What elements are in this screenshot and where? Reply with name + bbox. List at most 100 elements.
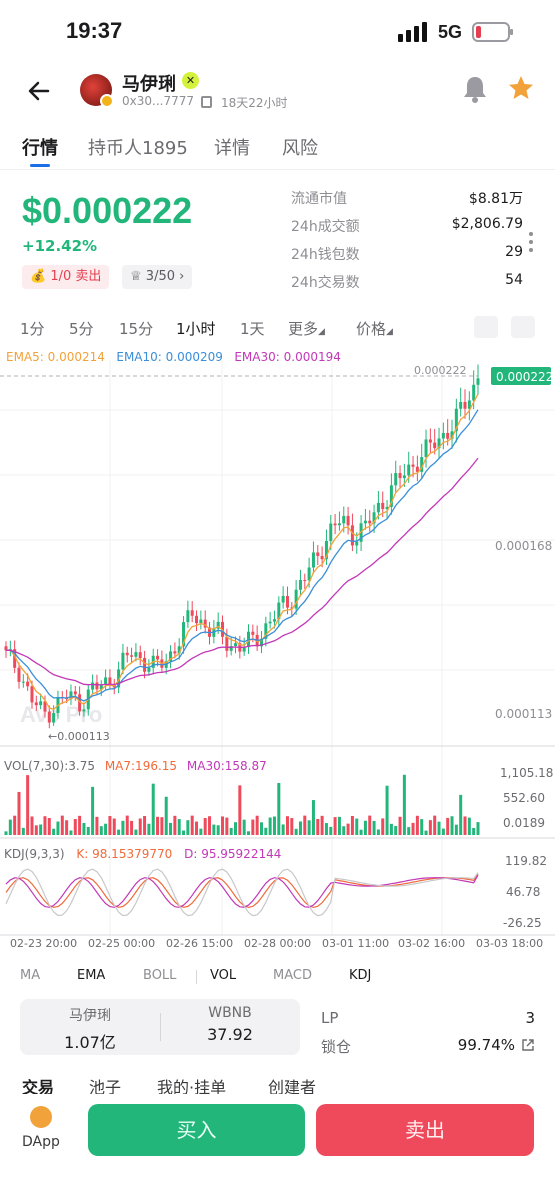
bell-icon[interactable] [461, 74, 489, 104]
candle-body [117, 669, 121, 688]
tab-details[interactable]: 详情 [214, 138, 250, 159]
candle-body [472, 384, 476, 401]
volume-bar [164, 796, 168, 835]
more-options-icon[interactable] [529, 232, 535, 256]
favorite-star-icon[interactable] [507, 74, 535, 102]
ema5-line [5, 393, 479, 711]
interval-1m[interactable]: 1分 [20, 320, 45, 338]
pool-token-amount: 1.07亿 [64, 1033, 116, 1052]
indicator-boll[interactable]: BOLL [143, 968, 177, 983]
status-bar: 19:37 5G [0, 0, 555, 64]
candle-body [398, 473, 402, 479]
candle-body [130, 655, 134, 657]
sell-button[interactable]: 卖出 [316, 1104, 534, 1156]
verified-badge-icon: ✕ [182, 72, 199, 89]
dapp-label[interactable]: DApp [22, 1134, 60, 1150]
candle-body [251, 631, 255, 635]
candle-body [294, 589, 298, 609]
tab-market[interactable]: 行情 [22, 138, 58, 159]
candle-body [108, 677, 112, 685]
candle-body [268, 621, 272, 624]
candle-body [277, 602, 281, 620]
tab-risk[interactable]: 风险 [282, 138, 318, 159]
volume-bar [450, 816, 454, 835]
volume-bar [229, 827, 233, 835]
candle-body [346, 515, 350, 526]
indicator-ema[interactable]: EMA [77, 968, 106, 983]
volume-bar [350, 815, 354, 835]
candle-body [376, 502, 380, 513]
interval-15m[interactable]: 15分 [119, 320, 154, 338]
candle-body [138, 652, 142, 659]
candle-body [476, 378, 480, 385]
contract-address[interactable]: 0x30...7777 [122, 94, 194, 108]
pool-token-b: WBNB 37.92 [160, 1005, 300, 1044]
volume-bar [108, 815, 112, 835]
ema10-line [5, 409, 479, 702]
buy-button[interactable]: 买入 [88, 1104, 305, 1156]
indicator-vol[interactable]: VOL [210, 968, 237, 983]
volume-bar [441, 828, 445, 835]
indicator-kdj[interactable]: KDJ [349, 968, 372, 983]
back-arrow-icon[interactable] [24, 76, 54, 106]
x-label: 02-25 00:00 [88, 937, 155, 950]
volume-bar [225, 817, 229, 835]
subtab-my-orders[interactable]: 我的·挂单 [157, 1078, 227, 1094]
crown-rank-pill[interactable]: ♕ 3/50 › [122, 265, 193, 289]
indicator-macd[interactable]: MACD [273, 968, 312, 983]
volume-bar [437, 821, 441, 835]
price-mode-select[interactable]: 价格◢ [356, 318, 393, 339]
candle-body [307, 567, 311, 581]
volume-bar [56, 821, 60, 835]
moneybag-icon: 💰 [30, 269, 51, 284]
candle-body [337, 523, 341, 526]
volume-bar [112, 818, 116, 835]
ema10-value: EMA10: 0.000209 [116, 350, 223, 364]
lp-label: LP [321, 1009, 339, 1027]
interval-5m[interactable]: 5分 [69, 320, 94, 338]
volume-bar [34, 825, 38, 835]
subtab-trades[interactable]: 交易 [22, 1078, 55, 1094]
volume-bar [169, 822, 173, 835]
volume-bar [290, 818, 294, 835]
candle-body [26, 681, 30, 687]
candle-body [394, 473, 398, 486]
volume-bar [363, 820, 367, 835]
price-tag-box [491, 367, 551, 385]
chart-settings-icon[interactable] [511, 316, 535, 338]
volume-bar [398, 816, 402, 835]
liquidity-pool-card: 马伊琍 1.07亿 WBNB 37.92 [20, 999, 300, 1055]
candle-body [272, 619, 276, 622]
external-link-icon[interactable] [521, 1038, 535, 1052]
subtab-pools[interactable]: 池子 [89, 1078, 122, 1094]
copy-icon[interactable] [201, 96, 212, 108]
interval-1d[interactable]: 1天 [240, 320, 265, 338]
volume-bar [73, 819, 77, 835]
volume-bar [121, 820, 125, 835]
sell-tax-pill[interactable]: 💰 1/0 卖出 [22, 265, 110, 289]
x-label: 02-28 00:00 [244, 937, 311, 950]
stat-trades-24h: 24h交易数 54 [291, 272, 523, 300]
candle-body [73, 691, 77, 695]
volume-bar [186, 820, 190, 835]
subtab-creator[interactable]: 创建者 [268, 1078, 317, 1094]
indicator-ma[interactable]: MA [20, 968, 41, 983]
x-label: 02-23 20:00 [10, 937, 77, 950]
main-tabs: 行情 持币人1895 详情 风险 [0, 128, 555, 170]
active-tab-indicator [30, 164, 50, 167]
candle-body [177, 646, 181, 654]
pancake-dapp-icon[interactable] [30, 1106, 52, 1128]
sell-tax-label: 1/0 卖出 [50, 269, 102, 284]
volume-bar [173, 815, 177, 835]
interval-1h[interactable]: 1小时 [176, 320, 216, 338]
interval-more[interactable]: 更多◢ [288, 318, 325, 339]
candle-body [203, 619, 207, 628]
volume-bar [143, 816, 147, 835]
candle-body [47, 711, 51, 723]
price-chart[interactable]: Ave Pro 0.000222 0.000222 0.000168 0.000… [0, 360, 555, 962]
indicator-toggle-icon[interactable] [474, 316, 498, 338]
volume-bar [472, 828, 476, 835]
candle-body [424, 439, 428, 458]
tab-holders[interactable]: 持币人1895 [88, 138, 188, 159]
volume-bar [411, 822, 415, 835]
